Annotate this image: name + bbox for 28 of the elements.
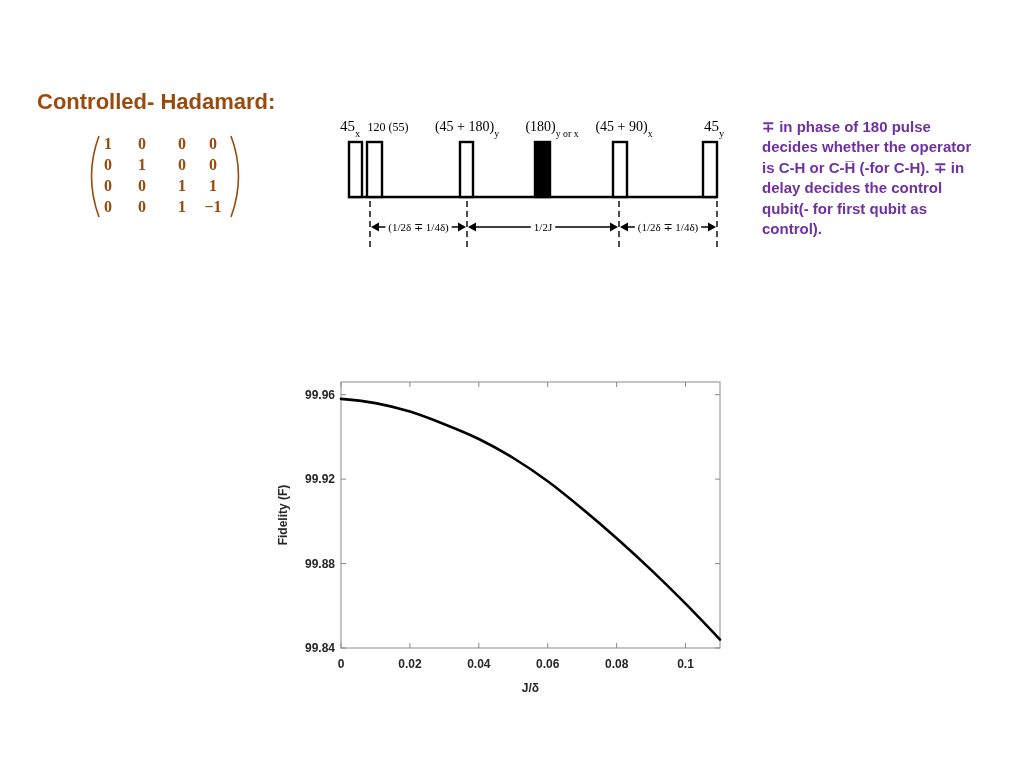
y-axis-title: Fidelity (F) (276, 484, 290, 546)
text: 120 (55) (367, 120, 409, 134)
x-tick-label: 0 (337, 657, 345, 671)
text: 1/2J (533, 220, 553, 233)
line-series (339, 397, 722, 641)
text: 0 0 1 1 (104, 177, 217, 194)
x-axis-title: J/δ (521, 681, 540, 695)
text: (45 + 180)$_{y}$ (434, 119, 500, 139)
y-tick-label: 99.88 (304, 556, 336, 571)
text: 45$_{x}$ (339, 118, 361, 139)
x-tick-label: 0.04 (467, 657, 491, 671)
text: (45 + 90)$_{x}$ (595, 119, 653, 139)
text: 1 0 0 0 (104, 135, 217, 152)
x-tick-label: 0.02 (398, 657, 422, 671)
text: Controlled- Hadamard: (37, 89, 276, 114)
text: 0 1 0 0 (104, 156, 217, 173)
text: (180)$_{y or x}$ (525, 119, 579, 139)
x-tick-label: 0.08 (604, 657, 629, 671)
x-tick-label: 0.06 (536, 657, 560, 671)
x-tick-label: 0.1 (677, 657, 695, 671)
text: 0 0 1 −1 (104, 198, 222, 215)
y-tick-label: 99.84 (304, 641, 336, 656)
y-tick-label: 99.96 (304, 387, 336, 402)
y-tick-label: 99.92 (304, 472, 336, 487)
text: (1/2δ ∓ 1/4δ) (388, 220, 450, 234)
text: 45$_{y}$ (703, 118, 725, 139)
text: (1/2δ ∓ 1/4δ) (637, 220, 699, 234)
text: ∓ in phase of 180 pulse decides whether the operator is C-H or C-H̅ (-for C-H). ∓ in delay decides the control qubit(- for first qubit as control). (762, 118, 972, 237)
